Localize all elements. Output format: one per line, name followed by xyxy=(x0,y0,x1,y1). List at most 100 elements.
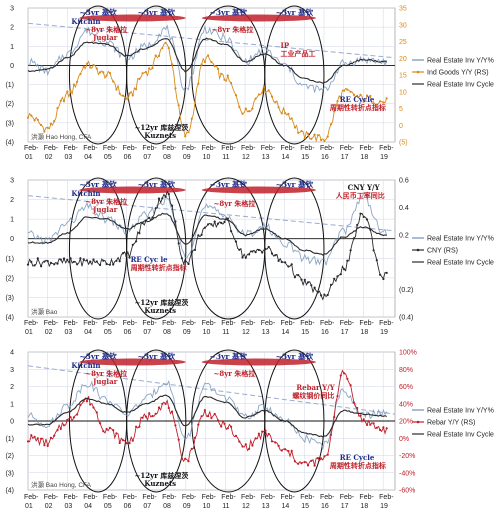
credit-text: 洪灝 Bao xyxy=(31,307,58,316)
annotation-ip: IP xyxy=(281,41,290,50)
x-tick-year: 14 xyxy=(282,154,290,161)
series-rebar-marker xyxy=(244,443,247,446)
annotation-kitchin: Kitchin xyxy=(71,361,100,370)
plot-frame xyxy=(27,179,396,318)
series-rebar-marker xyxy=(53,434,56,437)
series-cny-marker xyxy=(284,261,287,264)
series-cny-marker xyxy=(72,260,75,263)
x-tick-year: 19 xyxy=(380,329,388,336)
series-ind-goods-marker xyxy=(230,81,233,85)
series-rebar-marker xyxy=(226,427,229,430)
kitchin-cycle-label: ~3yr 基钦 xyxy=(210,351,248,361)
x-tick-month: Feb- xyxy=(162,320,177,327)
series-ind-goods-marker xyxy=(226,74,229,77)
series-rebar-marker xyxy=(213,412,216,416)
series-cny-marker xyxy=(190,251,193,254)
series-ind-goods-marker xyxy=(257,93,260,96)
chart-panel-cny: (4)(3)(2)(1)0123(0.4)(0.2)0.20.40.6Feb-0… xyxy=(5,177,494,336)
series-cny-marker xyxy=(267,245,270,249)
series-ind-goods-marker xyxy=(193,100,197,104)
annotation-juglar: Juglar xyxy=(92,205,117,214)
kitchin-cycle-label: ~3yr 基钦 xyxy=(276,179,314,189)
annotation-kuznets: Kuznets xyxy=(144,131,176,140)
annotation-juglar-cn: ~8yr 朱格拉 xyxy=(85,25,127,34)
series-rebar-marker xyxy=(303,461,306,464)
series-rebar-marker xyxy=(349,384,352,387)
series-rebar-marker xyxy=(105,427,108,431)
series-rebar-marker xyxy=(329,433,333,436)
kitchin-cycle-label: ~3yr 基钦 xyxy=(138,179,176,189)
series-rebar-marker xyxy=(297,462,300,465)
series-cny-marker xyxy=(167,193,170,196)
series-cny-marker xyxy=(92,258,95,261)
x-tick-year: 17 xyxy=(341,154,349,161)
series-ind-goods-marker xyxy=(303,137,306,140)
x-tick-month: Feb- xyxy=(281,494,296,501)
series-ind-goods-marker xyxy=(207,54,210,57)
series-rebar-marker xyxy=(359,414,362,417)
y-right-tick-label: 5 xyxy=(399,106,403,113)
x-tick-year: 11 xyxy=(222,154,229,161)
series-ind-goods-marker xyxy=(248,110,251,113)
annotation-juglar: Juglar xyxy=(92,33,117,42)
series-ind-goods-marker xyxy=(118,92,121,95)
series-ind-goods-marker xyxy=(270,95,274,98)
series-ind-goods-marker xyxy=(184,135,187,138)
series-ind-goods-marker xyxy=(177,104,180,107)
series-rebar-marker xyxy=(174,424,177,427)
series-cny-marker xyxy=(270,252,274,255)
kitchin-cycle-label: ~3yr 基钦 xyxy=(210,179,248,189)
series-ind-goods-marker xyxy=(59,99,62,102)
series-cny-marker xyxy=(359,212,362,215)
series-rebar-marker xyxy=(154,412,157,415)
series-ind-goods-marker xyxy=(326,135,329,138)
x-tick-year: 06 xyxy=(124,503,132,510)
series-ind-goods-marker xyxy=(82,65,85,68)
x-tick-month: Feb- xyxy=(182,494,197,501)
series-cny-marker xyxy=(290,263,293,266)
annotation-cny: CNY Y/Y xyxy=(348,183,381,192)
series-ind-goods-marker xyxy=(95,67,98,70)
series-rebar-marker xyxy=(234,434,238,437)
series-ind-goods-marker xyxy=(369,94,372,98)
series-rebar-marker xyxy=(251,444,254,447)
series-cny-marker xyxy=(164,195,167,198)
annotation-juglar-cn: ~8yr 朱格拉 xyxy=(85,197,127,206)
series-cny-marker xyxy=(365,218,369,221)
series-cny-marker xyxy=(230,230,233,233)
series-cny-marker xyxy=(49,261,53,264)
series-rebar-marker xyxy=(121,439,125,442)
annotation-kuznets: Kuznets xyxy=(144,479,176,488)
series-cny-marker xyxy=(362,215,365,218)
annotation-re-cycle-cn: 周期性转折点指标 xyxy=(131,263,187,272)
series-rebar-marker xyxy=(369,423,372,426)
x-tick-year: 11 xyxy=(222,503,229,510)
series-rebar-marker xyxy=(197,423,200,426)
series-ind-goods-marker xyxy=(40,123,43,127)
series-ind-goods-marker xyxy=(180,124,183,127)
x-tick-year: 09 xyxy=(183,154,191,161)
credit-text: 洪灝 Hao Hong, CFA xyxy=(31,132,92,141)
series-real-estate-inv xyxy=(27,192,388,266)
series-cny-marker xyxy=(251,250,254,253)
annotation-kitchin: Kitchin xyxy=(71,189,100,198)
series-rebar-marker xyxy=(277,444,280,447)
legend-label: Real Estate Inv Y/Y% xyxy=(427,408,494,415)
kitchin-cycle-ellipse xyxy=(264,349,325,493)
series-ind-goods-marker xyxy=(379,100,382,103)
y-left-tick-label: (3) xyxy=(5,470,14,477)
y-right-tick-label: (0.2) xyxy=(399,287,413,294)
x-tick-month: Feb- xyxy=(261,320,276,327)
series-ind-goods-marker xyxy=(365,94,369,97)
series-cny-marker xyxy=(254,251,257,254)
x-tick-month: Feb- xyxy=(281,320,296,327)
series-ind-goods-marker xyxy=(313,133,316,136)
series-cny-marker xyxy=(241,256,244,259)
series-cny-marker xyxy=(26,263,30,266)
kitchin-cycle-label: ~3yr 基钦 xyxy=(210,7,248,17)
y-left-tick-label: 1 xyxy=(10,44,14,51)
series-cny-marker xyxy=(46,260,49,263)
series-cny-marker xyxy=(306,281,310,284)
series-cny-marker xyxy=(207,223,210,226)
series-rebar-marker xyxy=(333,416,336,419)
